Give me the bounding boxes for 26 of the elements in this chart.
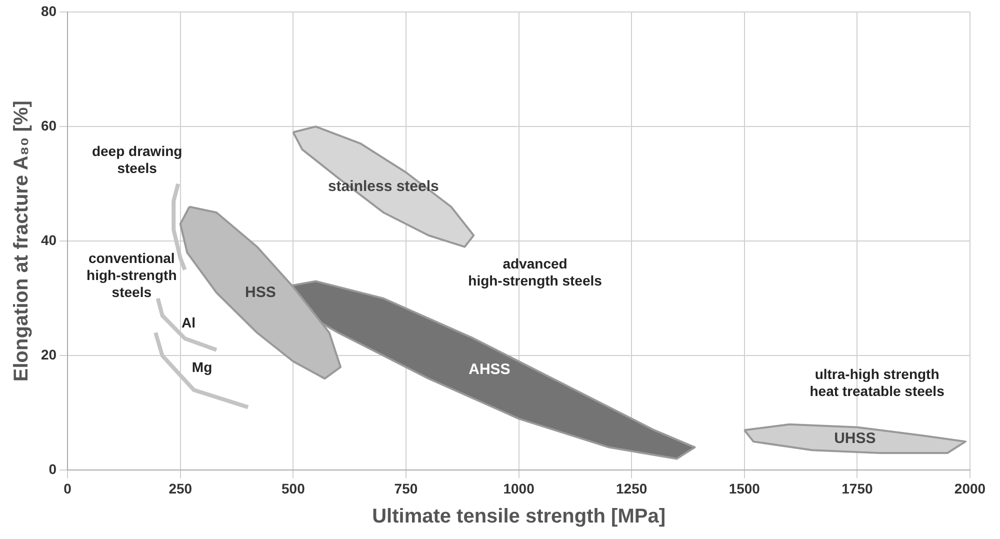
- x-axis-title: Ultimate tensile strength [MPa]: [372, 506, 666, 528]
- y-tick-label: 80: [40, 2, 57, 19]
- annotation: deep drawing steels: [92, 142, 182, 176]
- series-label: stainless steels: [328, 178, 439, 195]
- series-label: HSS: [245, 284, 276, 301]
- annotation: ultra-high strength heat treatable steels: [810, 366, 945, 399]
- annotation: Mg: [192, 358, 212, 375]
- x-tick-label: 2000: [954, 480, 986, 496]
- y-axis-title: Elongation at fracture A₈₀ [%]: [10, 100, 33, 382]
- annotation: advanced high-strength steels: [468, 256, 602, 289]
- x-tick-label: 1500: [728, 480, 760, 496]
- series-label: AHSS: [468, 361, 510, 378]
- annotation: conventional high-strength steels: [86, 250, 177, 300]
- y-tick-label: 20: [40, 346, 57, 363]
- x-tick-label: 1250: [616, 480, 648, 496]
- x-tick-label: 250: [168, 480, 192, 496]
- y-tick-label: 40: [40, 232, 57, 248]
- series-label: UHSS: [834, 430, 876, 447]
- x-tick-label: 1000: [503, 480, 535, 496]
- x-tick-label: 0: [64, 480, 72, 496]
- x-tick-label: 500: [282, 480, 306, 496]
- y-tick-label: 0: [48, 461, 57, 478]
- x-tick-label: 1750: [842, 480, 873, 496]
- annotation: Al: [182, 314, 196, 330]
- x-tick-label: 750: [394, 480, 418, 496]
- y-tick-label: 60: [40, 117, 57, 134]
